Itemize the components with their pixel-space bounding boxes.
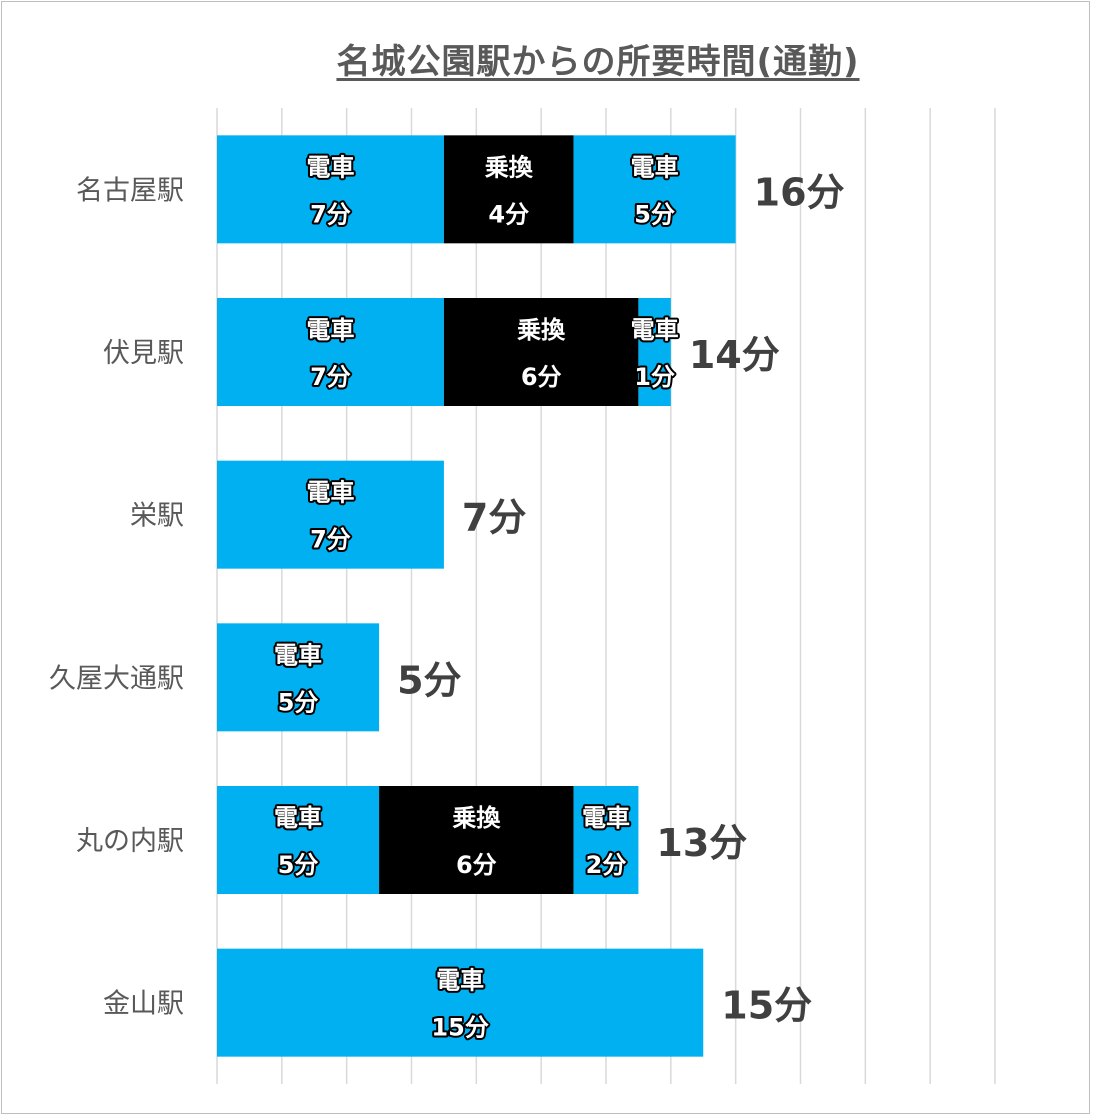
segment-label: 電車 <box>274 641 322 669</box>
total-label: 5分 <box>397 658 461 702</box>
segment-label: 電車 <box>306 479 354 507</box>
train-segment <box>217 623 380 732</box>
category-label: 丸の内駅 <box>76 826 184 857</box>
segment-label: 電車 <box>274 804 322 832</box>
segment-label: 電車 <box>306 316 354 344</box>
segment-value-label: 15分 <box>431 1014 488 1042</box>
total-label: 15分 <box>721 984 812 1028</box>
transfer-segment <box>379 786 574 894</box>
segment-value-label: 6分 <box>521 363 562 391</box>
chart-title: 名城公園駅からの所要時間(通勤) <box>336 42 860 82</box>
transfer-segment <box>443 298 639 406</box>
category-label: 名古屋駅 <box>76 175 184 206</box>
segment-value-label: 5分 <box>278 851 319 879</box>
train-segment <box>573 786 639 894</box>
segment-value-label: 1分 <box>634 363 675 391</box>
total-label: 7分 <box>462 496 526 540</box>
segment-label: 乗換 <box>485 153 534 181</box>
transfer-segment <box>443 135 574 244</box>
total-label: 16分 <box>754 170 845 214</box>
category-label: 伏見駅 <box>103 338 184 369</box>
segment-label: 電車 <box>306 153 354 181</box>
category-label: 金山駅 <box>103 989 184 1020</box>
segment-value-label: 7分 <box>310 526 351 554</box>
segment-label: 電車 <box>436 967 484 995</box>
segment-value-label: 2分 <box>586 851 627 879</box>
total-label: 13分 <box>656 821 747 865</box>
train-segment <box>217 948 704 1057</box>
train-segment <box>217 786 380 894</box>
segment-value-label: 7分 <box>310 200 351 228</box>
segment-label: 乗換 <box>452 804 501 832</box>
train-segment <box>573 135 736 244</box>
category-label: 栄駅 <box>130 501 184 532</box>
segment-label: 電車 <box>631 316 679 344</box>
total-label: 14分 <box>689 333 780 377</box>
category-label: 久屋大通駅 <box>49 663 184 694</box>
train-segment <box>638 298 671 406</box>
segment-label: 電車 <box>582 804 630 832</box>
train-segment <box>217 135 444 244</box>
segment-value-label: 5分 <box>634 200 675 228</box>
segment-label: 乗換 <box>517 316 566 344</box>
segment-value-label: 4分 <box>488 200 529 228</box>
segment-label: 電車 <box>631 153 679 181</box>
segment-value-label: 6分 <box>456 851 497 879</box>
train-segment <box>217 298 444 406</box>
segment-value-label: 7分 <box>310 363 351 391</box>
segment-value-label: 5分 <box>278 688 319 716</box>
train-segment <box>217 460 444 569</box>
